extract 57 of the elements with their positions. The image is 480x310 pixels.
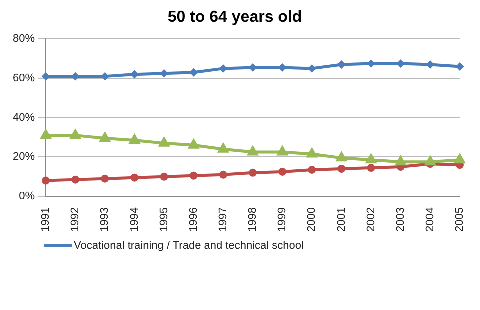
y-tick-label: 60% <box>12 72 36 85</box>
point <box>424 156 436 166</box>
point <box>454 154 466 164</box>
point <box>367 60 376 68</box>
point <box>218 142 230 153</box>
x-tick-label: 1996 <box>188 208 200 232</box>
point <box>306 148 318 158</box>
point <box>130 174 139 182</box>
point <box>278 168 287 176</box>
y-tick-label: 80% <box>12 33 36 46</box>
y-tick-label: 40% <box>12 112 36 124</box>
point <box>72 176 80 184</box>
point <box>247 146 259 156</box>
point <box>42 176 50 185</box>
x-tick-label: 1998 <box>247 208 260 232</box>
point <box>308 64 316 73</box>
y-tick-label: 20% <box>12 151 36 164</box>
point <box>395 156 407 166</box>
x-tick-label: 1997 <box>217 208 230 232</box>
point <box>99 132 111 142</box>
point <box>219 170 228 179</box>
point <box>308 166 316 174</box>
point <box>190 68 198 77</box>
point <box>101 174 110 183</box>
point <box>338 164 346 173</box>
x-tick-label: 2005 <box>454 208 466 232</box>
point <box>190 172 198 180</box>
x-tick-label: 2003 <box>394 208 407 232</box>
x-tick-label: 1993 <box>99 208 112 232</box>
point <box>129 134 140 144</box>
point <box>249 168 258 177</box>
chart-title: 50 to 64 years old <box>168 9 302 26</box>
x-tick-label: 2001 <box>336 208 348 232</box>
x-tick-label: 2000 <box>306 208 318 232</box>
point <box>219 64 228 73</box>
x-tick-label: 1994 <box>128 208 141 232</box>
point <box>158 136 170 147</box>
x-tick-label: 1999 <box>276 208 289 232</box>
x-tick-label: 2002 <box>365 208 378 232</box>
y-tick-label: 0% <box>19 190 36 203</box>
x-tick-label: 1991 <box>40 208 52 232</box>
point <box>160 172 168 181</box>
point <box>367 164 376 172</box>
point <box>456 62 464 71</box>
point <box>160 70 168 78</box>
point <box>101 72 110 81</box>
x-tick-label: 1992 <box>70 208 82 232</box>
x-tick-label: 1995 <box>158 208 170 232</box>
point <box>70 129 82 140</box>
legend-label: Vocational training / Trade and technical school <box>74 240 304 252</box>
point <box>276 146 288 156</box>
point <box>338 60 346 69</box>
point <box>366 154 377 164</box>
point <box>40 129 52 140</box>
point <box>336 152 348 162</box>
point <box>188 138 200 149</box>
x-tick-label: 2004 <box>424 208 436 232</box>
